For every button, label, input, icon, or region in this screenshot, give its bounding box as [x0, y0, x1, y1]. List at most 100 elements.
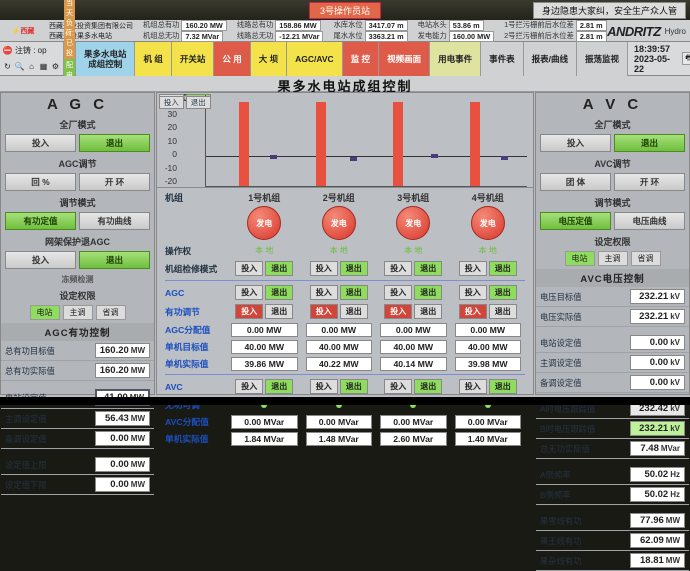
u3-actual-value: 40.14 MW	[380, 357, 447, 371]
unit4-marker	[501, 156, 508, 160]
tab-video[interactable]: 视频画面	[379, 42, 430, 76]
chart-row1-enter-btn[interactable]: 投入	[159, 94, 184, 107]
avc-auth-prov-btn[interactable]: 省调	[631, 251, 661, 266]
u1-agc-exit[interactable]: 退出	[265, 285, 293, 300]
unit4-status-icon[interactable]: 发电	[471, 206, 505, 240]
agc-auth-station-btn[interactable]: 电站	[30, 305, 60, 320]
u2-adjust-enter[interactable]: 投入	[310, 304, 338, 319]
settings-icon[interactable]: ⚙	[51, 62, 60, 71]
avc-guowang-line-value: 62.09 MW	[630, 533, 685, 548]
operator-station-banner: 3号操作员站	[309, 2, 381, 19]
agc-total-target-value: 160.20 MW	[95, 343, 150, 358]
u3-agc-exit[interactable]: 退出	[414, 285, 442, 300]
tab-report-curve[interactable]: 报表/曲线	[524, 42, 577, 76]
avc-auth-station-btn[interactable]: 电站	[565, 251, 595, 266]
u4-adjust-exit[interactable]: 退出	[489, 304, 517, 319]
agc-mode-setpoint-btn[interactable]: 有功定值	[5, 212, 76, 230]
print-icon[interactable]: 🖶	[682, 52, 690, 65]
tab-event-list[interactable]: 事件表	[481, 42, 524, 76]
u1-avc-actual-value: 1.84 MVar	[231, 432, 298, 446]
u3-avc-exit[interactable]: 退出	[414, 379, 442, 394]
unit2-bar[interactable]	[316, 102, 326, 186]
tab-units[interactable]: 机 组	[135, 42, 171, 76]
u3-adjust-enter[interactable]: 投入	[384, 304, 412, 319]
tab-plant[interactable]: 果多水电站 成组控制	[76, 42, 136, 76]
u3-overhaul-exit[interactable]: 退出	[414, 261, 442, 276]
u1-target-value: 40.00 MW	[231, 340, 298, 354]
grid-icon[interactable]: ▦	[39, 62, 48, 71]
u2-avc-enter[interactable]: 投入	[310, 379, 338, 394]
u4-actual-value: 39.98 MW	[455, 357, 522, 371]
agc-plant-mode-exit-btn[interactable]: 退出	[79, 134, 150, 152]
agc-net-protect-exit-btn[interactable]: 退出	[79, 251, 150, 269]
avc-adjust-group-btn[interactable]: 团 体	[540, 173, 611, 191]
unit1-status-icon[interactable]: 发电	[247, 206, 281, 240]
u1-avc-enter[interactable]: 投入	[235, 379, 263, 394]
alert-icon[interactable]: ⛔	[3, 46, 12, 55]
unit1-bar[interactable]	[239, 102, 249, 186]
u1-adjust-exit[interactable]: 退出	[265, 304, 293, 319]
home-icon[interactable]: ⌂	[27, 62, 36, 71]
agc-adjust-open-btn[interactable]: 开 环	[79, 173, 150, 191]
search-icon[interactable]: 🔍	[15, 62, 24, 71]
u3-adjust-exit[interactable]: 退出	[414, 304, 442, 319]
u2-agc-enter[interactable]: 投入	[310, 285, 338, 300]
u2-agc-exit[interactable]: 退出	[340, 285, 368, 300]
refresh-icon[interactable]: ↻	[3, 62, 12, 71]
u4-agc-assign-value: 0.00 MW	[455, 323, 522, 337]
agc-plant-mode-enter-btn[interactable]: 投入	[5, 134, 76, 152]
avc-plant-mode-enter-btn[interactable]: 投入	[540, 134, 611, 152]
tab-agc-avc[interactable]: AGC/AVC	[287, 42, 343, 76]
u4-overhaul-exit[interactable]: 退出	[489, 261, 517, 276]
u1-overhaul-exit[interactable]: 退出	[265, 261, 293, 276]
avc-auth-main-btn[interactable]: 主调	[598, 251, 628, 266]
company-logo: ⚡西藏	[0, 26, 46, 36]
agc-auth-main-btn[interactable]: 主调	[63, 305, 93, 320]
u1-adjust-enter[interactable]: 投入	[235, 304, 263, 319]
avc-mode-setpoint-btn[interactable]: 电压定值	[540, 212, 611, 230]
unit3-bar[interactable]	[393, 102, 403, 186]
tab-power-event[interactable]: 用电事件	[430, 42, 481, 76]
avc-mode-curve-btn[interactable]: 电压曲线	[614, 212, 685, 230]
agc-mode-curve-btn[interactable]: 有功曲线	[79, 212, 150, 230]
tab-oscillation[interactable]: 振荡监视	[577, 42, 628, 76]
unit3-status-icon[interactable]: 发电	[396, 206, 430, 240]
avc-total-reactive-value: 7.48 MVar	[630, 441, 685, 456]
tab-dam[interactable]: 大 坝	[251, 42, 287, 76]
excitation-current-bars	[206, 95, 513, 186]
u4-adjust-enter[interactable]: 投入	[459, 304, 487, 319]
agc-adjust-closed-btn[interactable]: 回 %	[5, 173, 76, 191]
tab-public[interactable]: 公 用	[214, 42, 250, 76]
u4-avc-exit[interactable]: 退出	[489, 379, 517, 394]
u1-overhaul-enter[interactable]: 投入	[235, 261, 263, 276]
u3-overhaul-enter[interactable]: 投入	[384, 261, 412, 276]
u4-agc-exit[interactable]: 退出	[489, 285, 517, 300]
u1-agc-assign-value: 0.00 MW	[231, 323, 298, 337]
u3-avc-enter[interactable]: 投入	[384, 379, 412, 394]
u4-avc-assign-value: 0.00 MVar	[455, 415, 522, 429]
units-status-table: 机组 1号机组 2号机组 3号机组 4号机组 发电 发电 发电 发电 操作权 本…	[157, 188, 533, 450]
agc-upper-limit-value: 0.00 MW	[95, 457, 150, 472]
tab-monitor[interactable]: 监 控	[343, 42, 379, 76]
u1-avc-exit[interactable]: 退出	[265, 379, 293, 394]
unit3-marker	[431, 154, 438, 158]
avc-guoxue-line-value: 77.96 MW	[630, 513, 685, 528]
tab-switchyard[interactable]: 开关站	[172, 42, 215, 76]
u4-overhaul-enter[interactable]: 投入	[459, 261, 487, 276]
avc-adjust-open-btn[interactable]: 开 环	[614, 173, 685, 191]
agc-auth-prov-btn[interactable]: 省调	[96, 305, 126, 320]
unit4-bar[interactable]	[470, 102, 480, 186]
avc-plant-mode-exit-btn[interactable]: 退出	[614, 134, 685, 152]
unit2-status-icon[interactable]: 发电	[322, 206, 356, 240]
group-control-center-panel: 40↑ 40 30 20 10 0 -10 -20 投入 退出 spacer	[156, 92, 534, 395]
agc-net-protect-enter-btn[interactable]: 投入	[5, 251, 76, 269]
u2-overhaul-enter[interactable]: 投入	[310, 261, 338, 276]
u3-agc-enter[interactable]: 投入	[384, 285, 412, 300]
u2-avc-exit[interactable]: 退出	[340, 379, 368, 394]
avc-station-setpoint-input[interactable]: 0.00 kV	[630, 335, 685, 350]
u1-agc-enter[interactable]: 投入	[235, 285, 263, 300]
u4-agc-enter[interactable]: 投入	[459, 285, 487, 300]
u4-avc-enter[interactable]: 投入	[459, 379, 487, 394]
u2-overhaul-exit[interactable]: 退出	[340, 261, 368, 276]
u2-adjust-exit[interactable]: 退出	[340, 304, 368, 319]
